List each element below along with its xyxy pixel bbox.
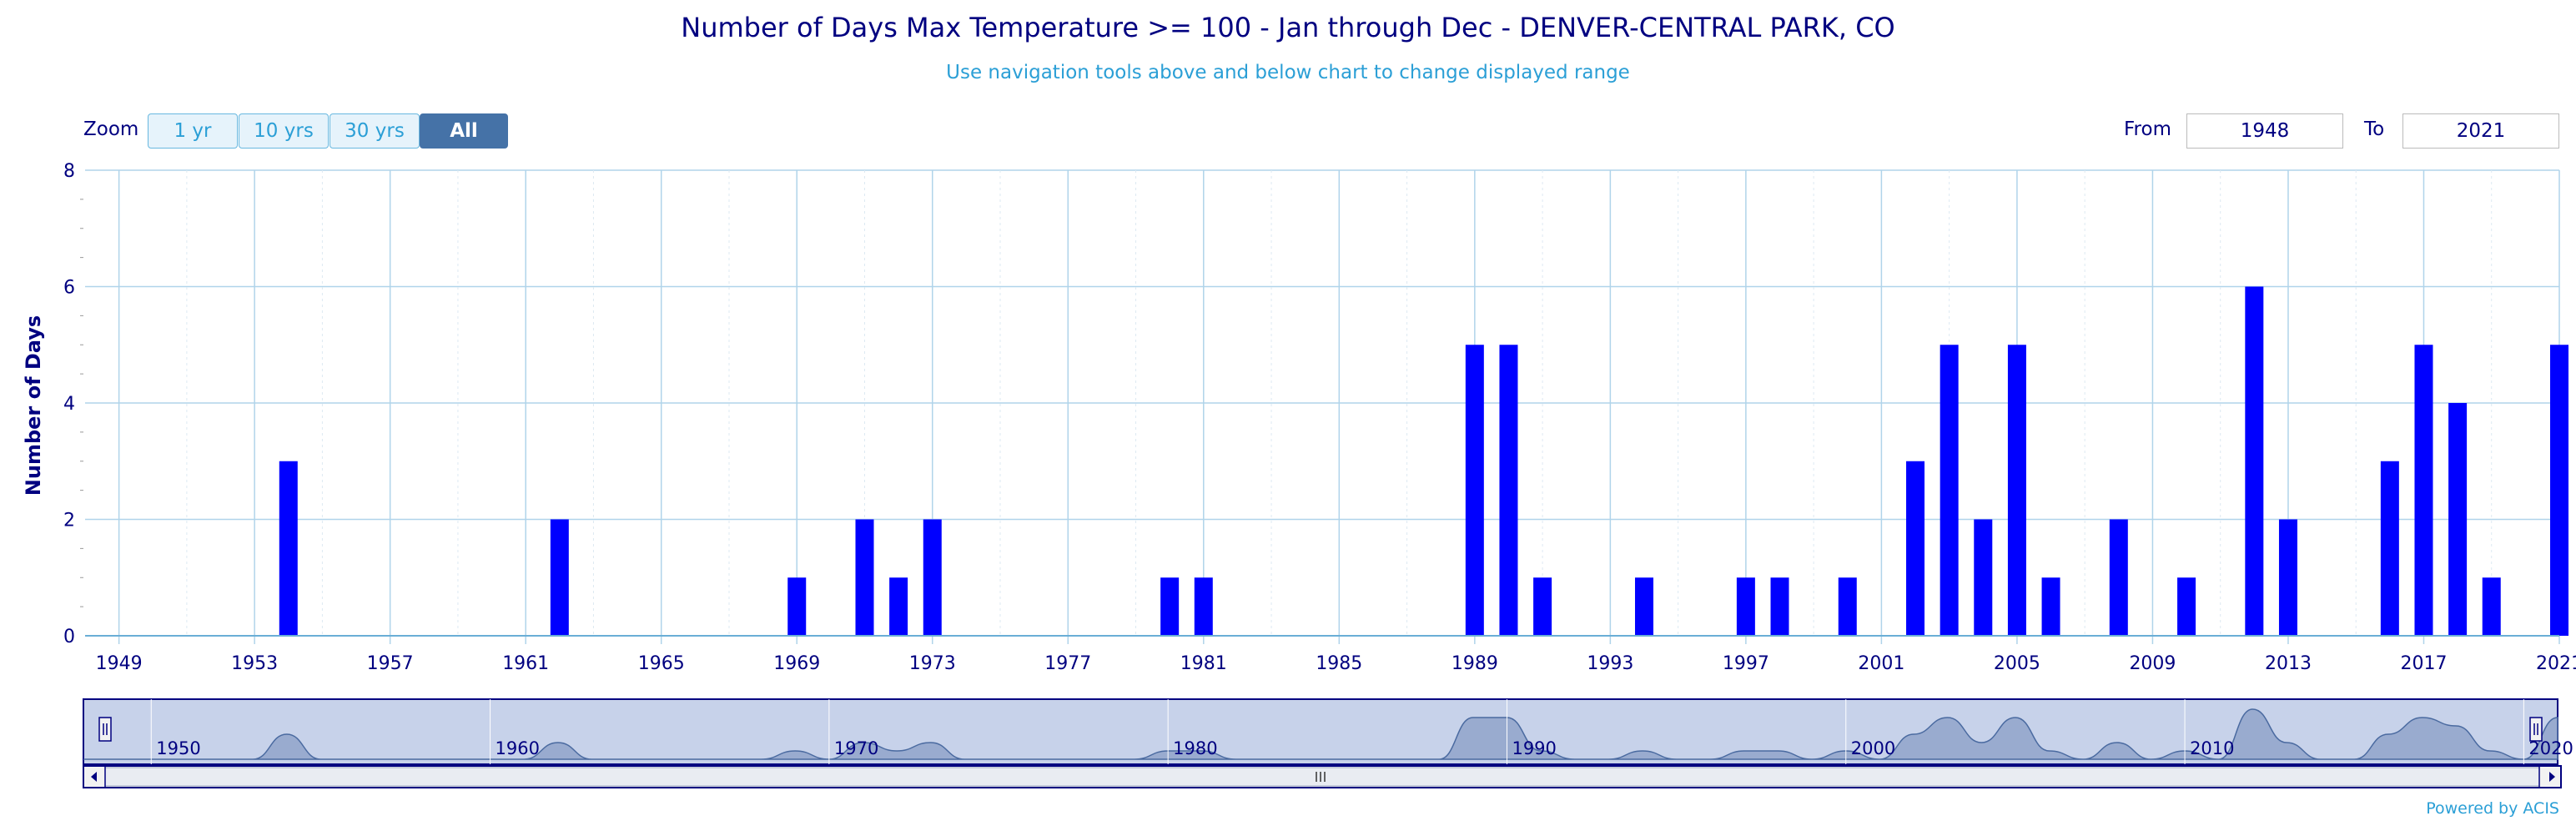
x-tick-label: 1953 [231,653,278,674]
bar-2013 [2278,519,2297,636]
x-tick-label: 2005 [1994,653,2040,674]
chart-title: Number of Days Max Temperature >= 100 - … [681,12,1895,43]
x-tick-label: 2017 [2400,653,2447,674]
y-tick-label: 0 [63,627,75,647]
y-tick-label: 4 [63,394,75,415]
bar-1989 [1465,345,1484,636]
x-tick-label: 1981 [1180,653,1227,674]
bar-2010 [2177,577,2196,636]
bar-2018 [2448,403,2468,636]
from-year-input[interactable] [2186,113,2343,149]
x-tick-label: 2013 [2265,653,2312,674]
bar-2019 [2482,577,2501,636]
x-tick-label: 1977 [1044,653,1091,674]
navigator-tick-label: 1960 [496,738,540,758]
bar-1962 [550,519,569,636]
bar-1972 [889,577,908,636]
bar-2008 [2109,519,2128,636]
bar-1998 [1770,577,1789,636]
zoom-1yr-button[interactable]: 1 yr [148,113,238,149]
navigator-tick-label: 1980 [1173,738,1217,758]
credits-link[interactable]: Powered by ACIS [2426,799,2559,818]
scrollbar-thumb [104,767,2540,787]
zoom-30yrs-button[interactable]: 30 yrs [330,113,420,149]
bar-1990 [1499,345,1518,636]
chart-subtitle: Use navigation tools above and below cha… [946,62,1630,83]
bar-2003 [1940,345,1959,636]
navigator-window [83,698,2558,765]
from-label: From [2124,118,2171,140]
zoom-label: Zoom [83,118,139,140]
x-tick-label: 1989 [1452,653,1498,674]
navigator-tick-label: 1990 [1512,738,1556,758]
bar-1973 [923,519,942,636]
bar-1971 [855,519,874,636]
bar-2017 [2414,345,2433,636]
zoom-10yrs-button[interactable]: 10 yrs [239,113,329,149]
x-tick-label: 1969 [773,653,820,674]
x-tick-label: 2021 [2536,653,2576,674]
navigator-tick-label: 2020 [2528,738,2573,758]
bar-1994 [1634,577,1653,636]
y-tick-label: 8 [63,161,75,182]
bar-1991 [1533,577,1552,636]
bar-1969 [787,577,807,636]
zoom-all-button[interactable]: All [420,113,508,149]
x-tick-label: 2001 [1858,653,1904,674]
bar-2004 [1974,519,1993,636]
bar-2005 [2007,345,2026,636]
navigator-series-area [83,708,2558,760]
to-label: To [2364,118,2385,140]
y-axis-label: Number of Days [22,315,45,496]
y-tick-label: 2 [63,511,75,531]
bar-2006 [2041,577,2060,636]
bar-2012 [2245,286,2264,636]
x-tick-label: 2009 [2129,653,2176,674]
x-tick-label: 1961 [502,653,549,674]
navigator-tick-label: 2010 [2190,738,2234,758]
navigator-scrollbar[interactable] [83,765,2562,788]
bar-1981 [1194,577,1213,636]
bar-2021 [2550,345,2568,636]
bar-2016 [2380,461,2399,636]
bar-1980 [1160,577,1180,636]
navigator-right-handle[interactable] [2529,717,2543,742]
x-tick-label: 1993 [1587,653,1633,674]
x-tick-label: 1997 [1723,653,1769,674]
x-tick-label: 1949 [96,653,143,674]
bar-1954 [279,461,298,636]
bar-2000 [1838,577,1857,636]
bar-1997 [1736,577,1755,636]
bar-2002 [1906,461,1925,636]
navigator-tick-label: 2000 [1851,738,1895,758]
navigator-tick-label: 1970 [834,738,878,758]
navigator-left-handle[interactable] [98,717,112,742]
to-year-input[interactable] [2402,113,2559,149]
x-tick-label: 1973 [909,653,956,674]
x-tick-label: 1957 [367,653,414,674]
x-tick-label: 1965 [638,653,685,674]
y-tick-label: 6 [63,278,75,299]
x-tick-label: 1985 [1316,653,1362,674]
navigator-tick-label: 1950 [156,738,200,758]
scroll-right-arrow-icon[interactable] [2549,772,2555,782]
scroll-left-arrow-icon[interactable] [91,772,97,782]
